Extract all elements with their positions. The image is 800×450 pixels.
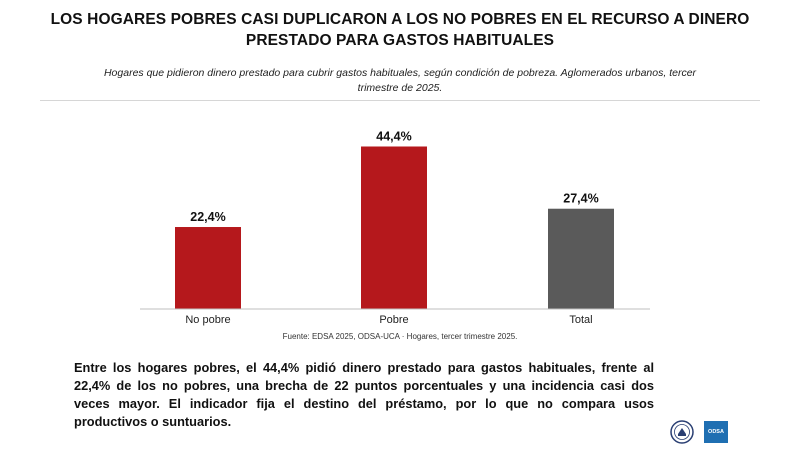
category-label: Total — [569, 314, 592, 326]
category-label: Pobre — [379, 314, 408, 326]
source-note: Fuente: EDSA 2025, ODSA-UCA · Hogares, t… — [282, 332, 518, 341]
data-label: 44,4% — [376, 129, 411, 143]
odsa-logo: ODSA — [704, 421, 728, 443]
chart-title: LOS HOGARES POBRES CASI DUPLICARON A LOS… — [40, 9, 760, 51]
category-label: No pobre — [185, 314, 230, 326]
bar-chart: 22,4% No pobre 44,4% Pobre 27,4% Total — [140, 129, 650, 326]
data-label: 27,4% — [563, 192, 598, 206]
bar-pobre — [361, 146, 427, 309]
chart-subtitle: Hogares que pidieron dinero prestado par… — [40, 66, 760, 96]
summary-paragraph: Entre los hogares pobres, el 44,4% pidió… — [74, 360, 654, 429]
subtitle-line-1: Hogares que pidieron dinero prestado par… — [103, 67, 697, 79]
logo-strip: ODSA — [668, 420, 768, 444]
subtitle-line-2: trimestre de 2025. — [357, 82, 443, 94]
title-line-1: LOS HOGARES POBRES CASI DUPLICARON A LOS… — [50, 11, 750, 28]
bar-no-pobre — [175, 227, 241, 309]
title-line-2: PRESTADO PARA GASTOS HABITUALES — [245, 32, 555, 49]
university-seal-icon — [670, 420, 694, 444]
bar-total — [548, 208, 614, 309]
data-label: 22,4% — [190, 210, 225, 224]
title-divider — [40, 100, 760, 101]
